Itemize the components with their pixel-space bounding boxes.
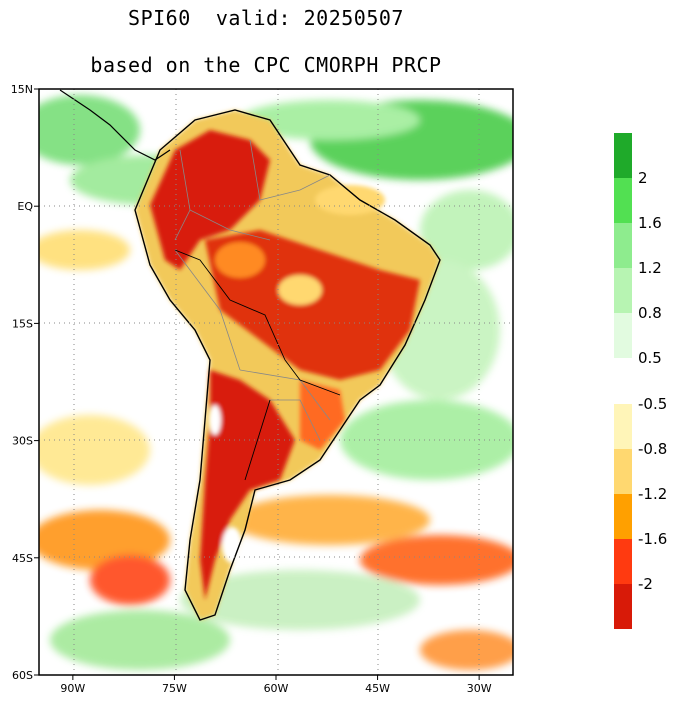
colorbar-label-negative: -2	[638, 575, 653, 593]
lat-tick-label: 45S	[12, 552, 33, 565]
colorbar-swatch-positive	[614, 268, 632, 313]
colorbar-label-positive: 1.6	[638, 214, 662, 232]
colorbar-label-negative: -1.6	[638, 530, 667, 548]
colorbar-label-positive: 0.8	[638, 304, 662, 322]
colorbar-label-positive: 1.2	[638, 259, 662, 277]
colorbar-swatch-negative	[614, 539, 632, 584]
lon-tick-label: 45W	[365, 682, 390, 695]
colorbar-swatch-negative	[614, 494, 632, 539]
colorbar-label-positive: 2	[638, 169, 648, 187]
longitude-axis: 90W 75W 60W 45W 30W	[60, 675, 492, 695]
colorbar-label-negative: -1.2	[638, 485, 667, 503]
colorbar-swatch-positive	[614, 178, 632, 223]
lat-tick-label: 15N	[11, 83, 33, 96]
colorbar-swatch-negative	[614, 449, 632, 494]
latitude-axis: 15N EQ 15S 30S 45S 60S	[11, 83, 39, 682]
lon-tick-label: 30W	[467, 682, 492, 695]
lat-tick-label: EQ	[17, 200, 33, 213]
lon-tick-label: 60W	[264, 682, 289, 695]
colorbar-label-positive: 0.5	[638, 349, 662, 367]
lat-tick-label: 15S	[12, 317, 33, 330]
lat-tick-label: 30S	[12, 435, 33, 448]
colorbar-swatch-positive	[614, 313, 632, 358]
colorbar-label-negative: -0.5	[638, 395, 667, 413]
colorbar-swatch-positive	[614, 133, 632, 178]
colorbar-label-negative: -0.8	[638, 440, 667, 458]
colorbar-swatch-negative	[614, 404, 632, 449]
map-title: SPI60 valid: 20250507	[128, 6, 404, 30]
precipitation-field	[39, 89, 513, 675]
lat-tick-label: 60S	[12, 669, 33, 682]
lon-tick-label: 75W	[162, 682, 187, 695]
lon-tick-label: 90W	[60, 682, 85, 695]
colorbar: 2 1.6 1.2 0.8 0.5 -0.5 -0.8 -1.2 -1.6 -2	[614, 133, 667, 629]
colorbar-swatch-positive	[614, 223, 632, 268]
colorbar-swatch-negative	[614, 584, 632, 629]
map-subtitle: based on the CPC CMORPH PRCP	[90, 53, 442, 77]
